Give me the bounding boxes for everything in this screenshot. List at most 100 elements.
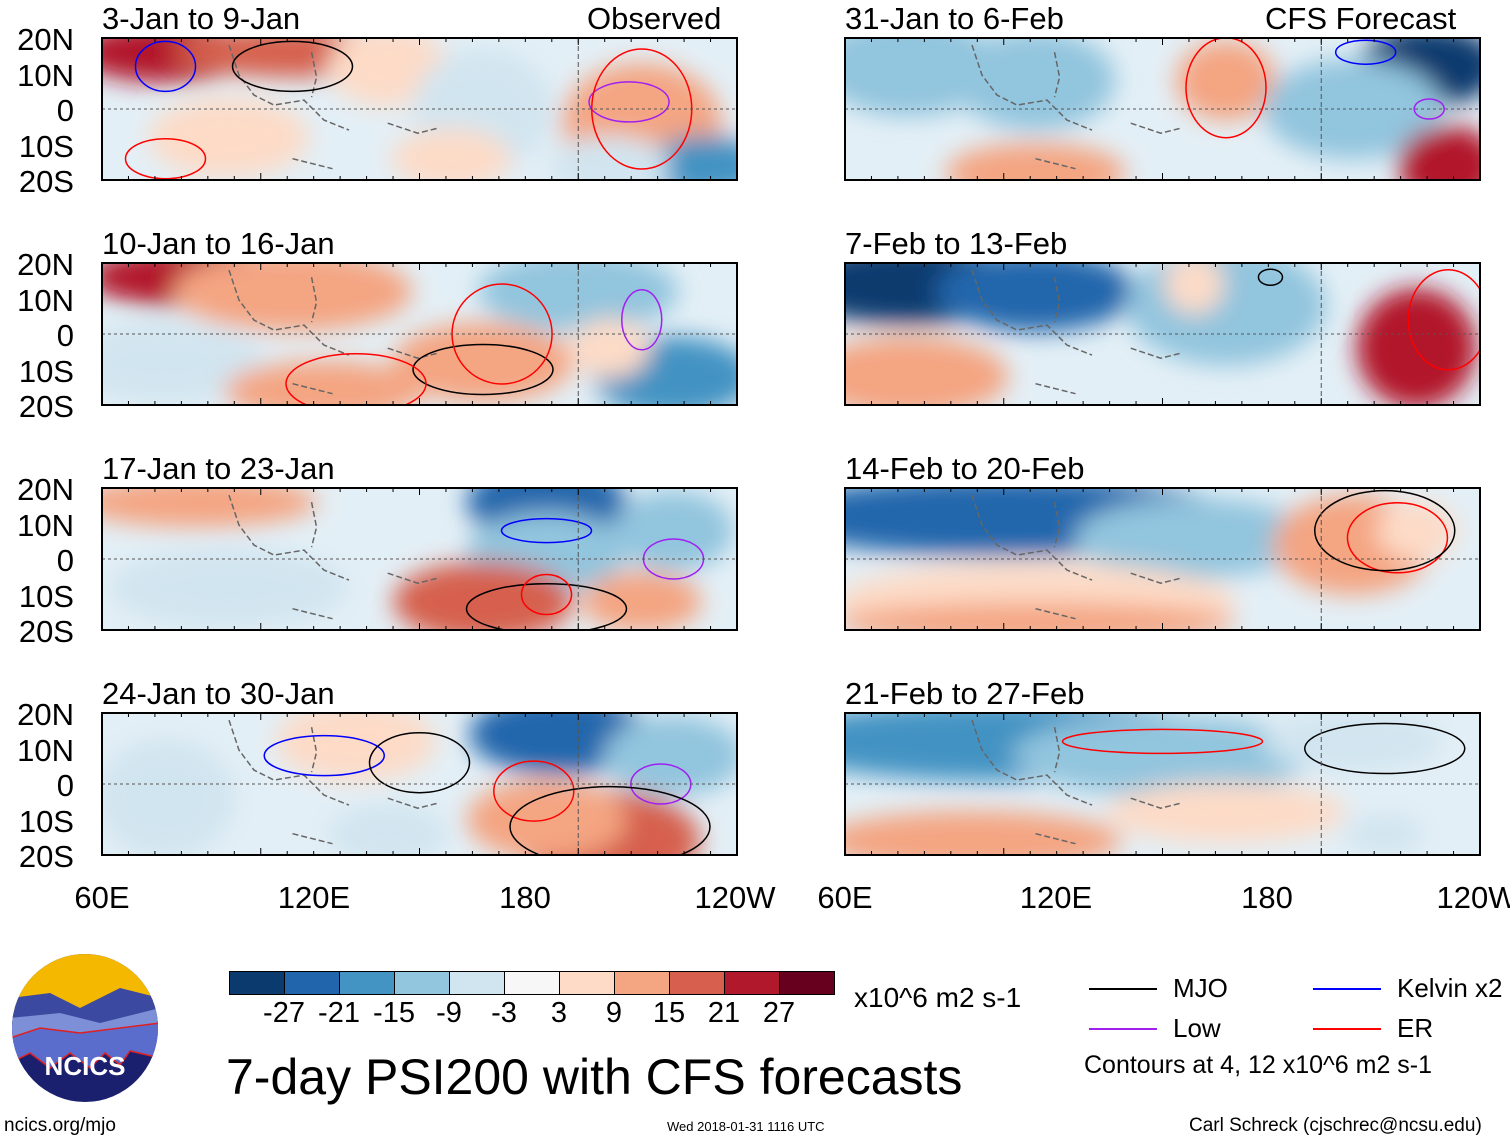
map-panel: [844, 487, 1481, 631]
y-tick-label: 10N: [17, 57, 74, 93]
psi-anomaly-shading: [1263, 59, 1443, 159]
kelvin-line-swatch: [1313, 987, 1381, 990]
psi-anomaly-shading: [1263, 713, 1443, 772]
psi-anomaly-shading: [149, 97, 309, 178]
psi-anomaly-shading: [1106, 782, 1346, 843]
psi-anomaly-shading: [109, 547, 349, 628]
y-tick-label: 10S: [18, 578, 74, 614]
contour-line: [285, 352, 427, 405]
low-line-swatch: [1089, 1027, 1157, 1030]
observed-label: Observed: [587, 1, 722, 36]
units-label: x10^6 m2 s-1: [854, 982, 1022, 1013]
contour-line: [1346, 501, 1449, 574]
psi-anomaly-shading: [845, 602, 1236, 630]
colorbar-tick-label: -3: [491, 997, 517, 1029]
site-url[interactable]: ncics.org/mjo: [4, 1115, 116, 1136]
colorbar-swatch: [285, 972, 340, 994]
psi-anomaly-shading: [393, 322, 573, 403]
contour-line: [621, 289, 663, 351]
colorbar-swatch: [230, 972, 285, 994]
colorbar-swatch: [395, 972, 450, 994]
psi-anomaly-shading: [845, 336, 1009, 405]
contour-line: [493, 760, 575, 822]
legend-low: Low: [1089, 1013, 1221, 1044]
x-tick-right: 120E: [1019, 880, 1093, 915]
psi-anomaly-shading: [603, 715, 737, 796]
x-tick-left: 120E: [277, 880, 351, 915]
contour-line: [509, 785, 711, 855]
map-panel: [101, 37, 738, 181]
contour-line: [1185, 38, 1267, 139]
colorbar-tick-label: 15: [652, 997, 686, 1029]
y-tick-label: 20N: [17, 472, 74, 507]
psi-anomaly-shading: [102, 488, 318, 528]
colorbar-tick-label: -9: [436, 997, 462, 1029]
legend-label: Low: [1173, 1013, 1221, 1043]
figure-title: 7-day PSI200 with CFS forecasts: [226, 1049, 963, 1105]
contour-line: [124, 137, 207, 180]
y-tick-label: 10S: [18, 803, 74, 839]
contour-line: [412, 343, 554, 396]
psi-anomaly-shading: [393, 561, 573, 630]
ncics-logo: NCICS: [12, 954, 158, 1102]
psi-anomaly-shading: [1176, 40, 1276, 121]
colorbar-tick-label: 21: [707, 997, 741, 1029]
colorbar: [229, 971, 835, 995]
colorbar-swatch: [340, 972, 395, 994]
y-tick-label: 20N: [17, 247, 74, 282]
x-tick-right: 180: [1241, 880, 1293, 915]
contour-line: [134, 40, 197, 93]
contour-line: [1334, 39, 1397, 65]
psi-anomaly-shading: [391, 128, 512, 180]
logo-text: NCICS: [45, 1051, 126, 1081]
colorbar-tick-label: 9: [605, 997, 623, 1029]
contour-line: [1413, 98, 1445, 120]
contour-line: [263, 734, 385, 777]
psi-anomaly-shading: [945, 142, 1126, 180]
mjo-line-swatch: [1089, 987, 1157, 990]
cfs-forecast-label: CFS Forecast: [1265, 1, 1457, 36]
y-tick-label: 20N: [17, 22, 74, 57]
author-credit: Carl Schreck (cjschrec@ncsu.edu): [1189, 1115, 1482, 1136]
colorbar-swatch: [560, 972, 615, 994]
panel-title: 3-Jan to 9-Jan: [102, 1, 301, 36]
psi-anomaly-shading: [224, 360, 425, 405]
legend-label: ER: [1397, 1013, 1434, 1043]
contour-line: [1061, 728, 1264, 755]
contour-line: [1407, 269, 1480, 371]
psi-anomaly-shading: [102, 738, 236, 855]
panel-title: 14-Feb to 20-Feb: [845, 451, 1085, 486]
colorbar-tick-label: 27: [762, 997, 796, 1029]
contour-line: [588, 81, 670, 123]
panel-title: 21-Feb to 27-Feb: [845, 676, 1085, 711]
legend-label: MJO: [1173, 973, 1228, 1003]
psi-anomaly-shading: [1356, 288, 1477, 405]
y-tick-label: 20S: [18, 839, 74, 874]
x-tick-left: 120W: [694, 880, 776, 915]
timestamp: Wed 2018-01-31 1116 UTC: [667, 1119, 825, 1134]
contour-note: Contours at 4, 12 x10^6 m2 s-1: [1084, 1051, 1433, 1079]
psi-anomaly-shading: [276, 713, 436, 782]
legend-label: Kelvin x2: [1397, 973, 1503, 1003]
colorbar-swatch: [725, 972, 780, 994]
psi-anomaly-shading: [1012, 715, 1313, 796]
y-tick-label: 10S: [18, 353, 74, 389]
panel-title: 7-Feb to 13-Feb: [845, 226, 1068, 261]
er-line-swatch: [1313, 1027, 1381, 1030]
colorbar-swatch: [780, 972, 834, 994]
y-tick-label: 0: [56, 318, 74, 353]
psi-anomaly-shading: [1164, 263, 1225, 315]
contour-line: [465, 582, 628, 630]
y-tick-label: 0: [56, 543, 74, 578]
colorbar-tick-label: -21: [318, 997, 360, 1029]
map-panel: [101, 487, 738, 631]
contour-line: [1304, 722, 1466, 775]
y-tick-label: 20S: [18, 614, 74, 649]
y-tick-label: 10N: [17, 507, 74, 543]
y-tick-label: 0: [56, 768, 74, 803]
y-tick-label: 20N: [17, 697, 74, 732]
y-tick-label: 10S: [18, 128, 74, 164]
psi-anomaly-shading: [613, 490, 734, 571]
panel-title: 17-Jan to 23-Jan: [102, 451, 335, 486]
colorbar-swatch: [615, 972, 670, 994]
